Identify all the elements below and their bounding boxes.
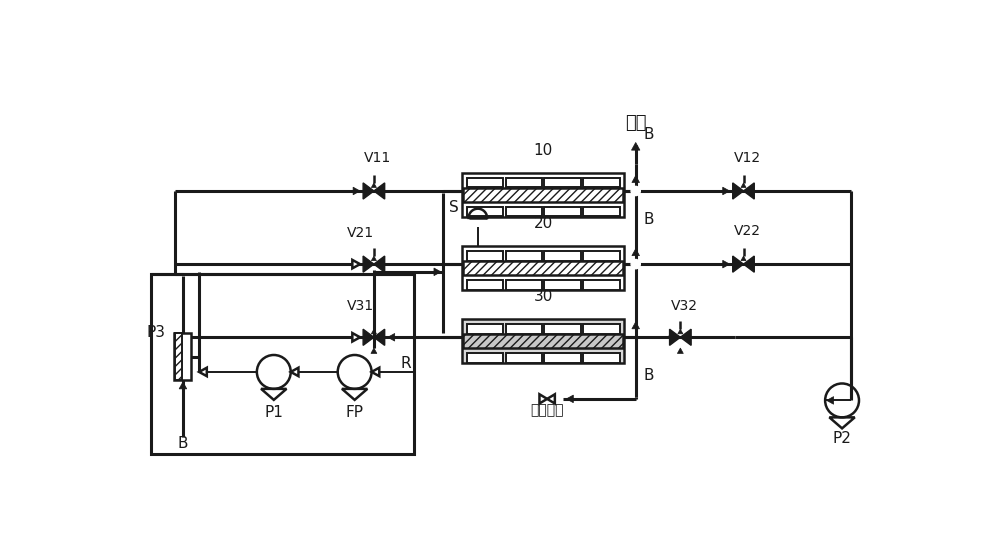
Bar [467, 178, 503, 187]
Polygon shape [547, 394, 555, 404]
Polygon shape [680, 329, 691, 346]
Bar [506, 324, 542, 333]
Text: 盐水排出: 盐水排出 [530, 404, 564, 417]
Polygon shape [632, 249, 640, 256]
Bar [151, 274, 414, 454]
Bar [467, 206, 503, 216]
Bar [544, 353, 581, 363]
Polygon shape [363, 329, 374, 346]
Bar [583, 251, 620, 261]
Bar [544, 280, 581, 290]
Bar [583, 353, 620, 363]
Polygon shape [723, 261, 730, 268]
Text: V31: V31 [346, 299, 374, 314]
Text: 渗透: 渗透 [625, 114, 646, 132]
Bar [506, 251, 542, 261]
Bar [583, 178, 620, 187]
Bar [463, 261, 623, 275]
Polygon shape [388, 333, 395, 341]
Polygon shape [371, 329, 376, 334]
Polygon shape [678, 329, 683, 334]
Bar [506, 178, 542, 187]
Bar [463, 188, 623, 201]
Text: V32: V32 [671, 299, 698, 314]
Bar [467, 324, 503, 333]
Polygon shape [631, 142, 640, 150]
Polygon shape [741, 183, 746, 188]
Bar [544, 178, 581, 187]
Bar [463, 335, 623, 348]
Circle shape [631, 187, 640, 195]
Bar [506, 353, 542, 363]
Polygon shape [723, 187, 730, 195]
Text: 20: 20 [534, 216, 553, 231]
Bar [462, 172, 624, 217]
Polygon shape [827, 396, 834, 404]
Bar [544, 324, 581, 333]
Bar [544, 251, 581, 261]
Polygon shape [434, 268, 441, 275]
Text: R: R [401, 356, 411, 371]
Bar [506, 206, 542, 216]
Polygon shape [374, 256, 385, 272]
Polygon shape [372, 368, 379, 376]
Text: B: B [643, 368, 654, 383]
Bar [583, 206, 620, 216]
Bar [467, 251, 503, 261]
Text: B: B [643, 126, 654, 142]
Text: 30: 30 [534, 289, 553, 304]
Polygon shape [744, 256, 754, 272]
Text: P1: P1 [264, 405, 283, 420]
Polygon shape [741, 256, 746, 261]
Bar [174, 333, 191, 380]
Polygon shape [666, 333, 673, 341]
Bar [506, 280, 542, 290]
Polygon shape [363, 183, 374, 199]
Polygon shape [371, 183, 376, 188]
Bar [544, 206, 581, 216]
Polygon shape [371, 256, 376, 261]
Polygon shape [632, 322, 640, 329]
Text: 10: 10 [534, 143, 553, 158]
Polygon shape [352, 333, 360, 342]
Text: B: B [643, 212, 654, 227]
Polygon shape [744, 183, 754, 199]
Circle shape [631, 259, 640, 269]
Text: V12: V12 [734, 151, 761, 164]
Polygon shape [566, 395, 573, 403]
Polygon shape [179, 382, 187, 389]
Polygon shape [733, 256, 744, 272]
Text: P2: P2 [833, 431, 851, 446]
Bar [583, 324, 620, 333]
Polygon shape [374, 183, 385, 199]
Text: B: B [178, 436, 188, 451]
Bar [467, 280, 503, 290]
Polygon shape [670, 329, 680, 346]
Polygon shape [352, 260, 360, 268]
Polygon shape [632, 176, 640, 183]
Polygon shape [363, 256, 374, 272]
Bar [583, 280, 620, 290]
Polygon shape [677, 348, 683, 353]
Polygon shape [371, 348, 377, 353]
Polygon shape [291, 368, 298, 376]
Polygon shape [733, 183, 744, 199]
Polygon shape [539, 394, 547, 404]
Polygon shape [199, 368, 207, 376]
Text: FP: FP [346, 405, 364, 420]
Text: V11: V11 [364, 151, 391, 164]
Polygon shape [353, 261, 360, 268]
Text: P3: P3 [147, 326, 166, 341]
Bar [467, 353, 503, 363]
Text: V22: V22 [734, 224, 761, 238]
Polygon shape [353, 187, 360, 195]
Text: V21: V21 [346, 226, 374, 240]
Bar [175, 333, 182, 380]
Bar [462, 246, 624, 290]
Text: S: S [449, 200, 459, 215]
Bar [462, 319, 624, 363]
Polygon shape [374, 329, 385, 346]
